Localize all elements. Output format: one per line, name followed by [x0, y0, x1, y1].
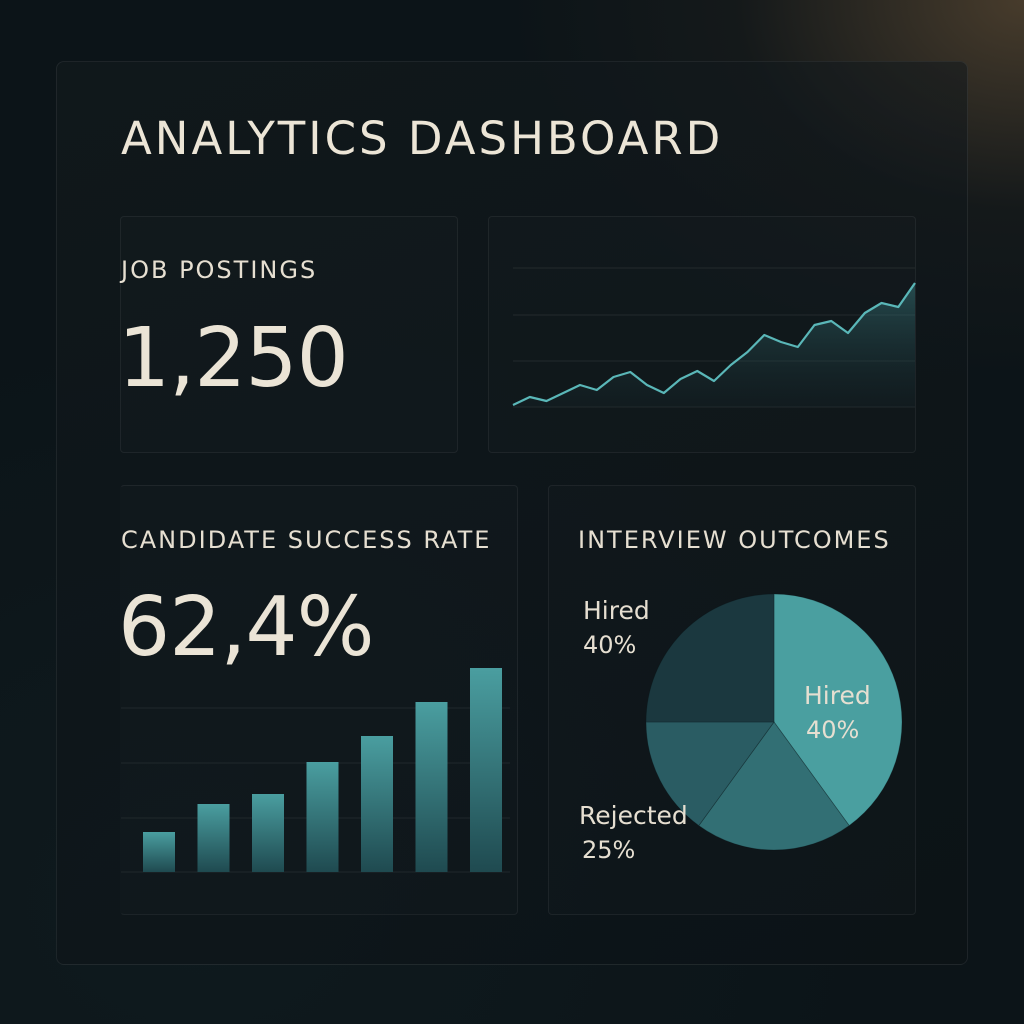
- candidate-success-value: 62,4%: [118, 580, 374, 675]
- interview-outcomes-label: INTERVIEW OUTCOMES: [578, 526, 891, 554]
- candidate-success-label: CANDIDATE SUCCESS RATE: [121, 526, 492, 554]
- trend-chart-card[interactable]: [488, 216, 916, 453]
- candidate-success-card[interactable]: [120, 485, 518, 915]
- pie-label-hired-outside-name: Hired: [583, 596, 650, 625]
- job-postings-card[interactable]: [120, 216, 458, 453]
- pie-label-hired-inside-name: Hired: [804, 681, 871, 710]
- pie-label-hired-inside-pct: 40%: [806, 716, 860, 744]
- pie-label-rejected-name: Rejected: [579, 801, 688, 830]
- pie-label-hired-outside: Hired 40%: [583, 596, 650, 659]
- pie-label-hired-outside-pct: 40%: [583, 631, 637, 659]
- interview-outcomes-card[interactable]: [548, 485, 916, 915]
- job-postings-label: JOB POSTINGS: [121, 256, 318, 284]
- page-title: ANALYTICS DASHBOARD: [121, 112, 724, 165]
- pie-label-hired-inside: Hired 40%: [804, 681, 871, 744]
- pie-label-rejected: Rejected 25%: [579, 801, 688, 864]
- pie-label-rejected-pct: 25%: [582, 836, 636, 864]
- job-postings-value: 1,250: [118, 311, 349, 406]
